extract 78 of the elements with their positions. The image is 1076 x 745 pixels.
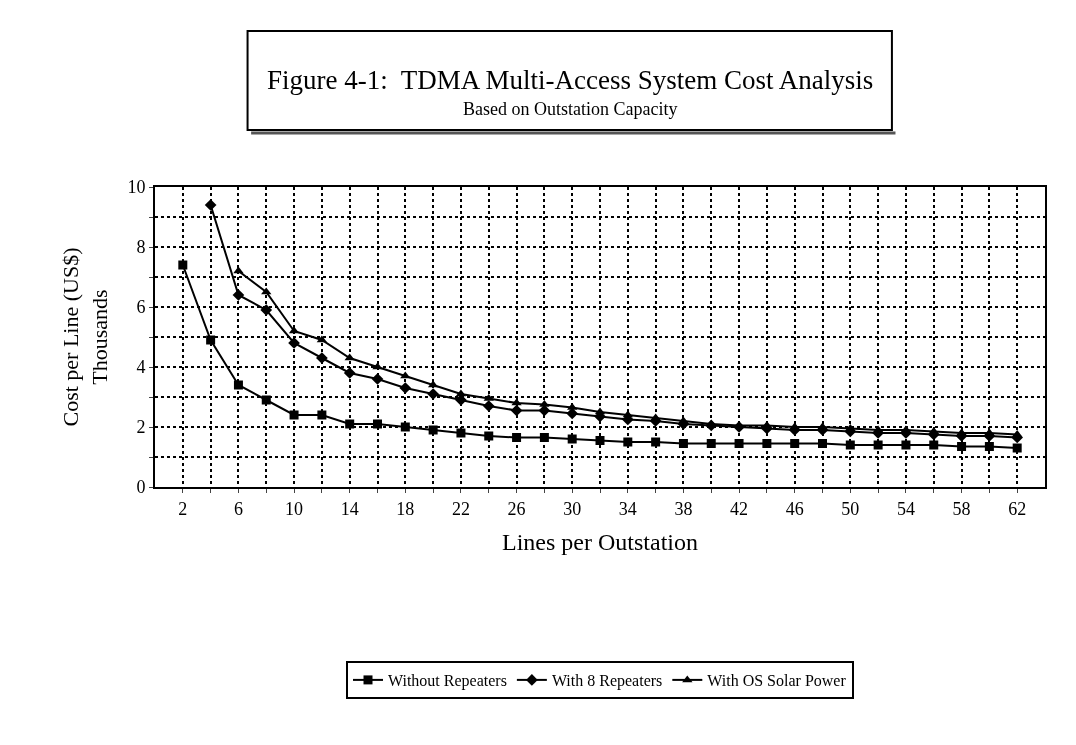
x-tick-label: 6 <box>233 498 243 519</box>
point <box>789 422 800 430</box>
x-tick-label: 34 <box>618 498 637 519</box>
x-tick-label: 46 <box>785 498 804 519</box>
point <box>845 440 855 450</box>
point <box>984 442 994 451</box>
point <box>706 439 716 448</box>
legend-label: With OS Solar Power <box>707 672 847 690</box>
y-tick-label: 0 <box>136 477 146 498</box>
point <box>233 266 244 274</box>
y-tick-label: 8 <box>136 237 146 258</box>
legend-label: With 8 Repeaters <box>551 672 663 691</box>
x-tick-label: 22 <box>451 498 470 519</box>
point <box>371 373 384 385</box>
point <box>400 422 410 432</box>
x-tick-label: 50 <box>841 498 860 519</box>
point <box>678 439 688 448</box>
point <box>678 416 689 424</box>
point <box>260 304 273 316</box>
chart-subtitle: Based on Outstation Capacity <box>463 99 678 119</box>
x-tick-label: 42 <box>730 498 749 519</box>
point <box>734 439 744 448</box>
point <box>373 419 382 429</box>
point <box>818 439 827 448</box>
x-tick-label: 54 <box>896 498 915 519</box>
point <box>399 382 412 394</box>
point <box>289 410 299 420</box>
point <box>204 199 217 211</box>
point <box>539 433 549 442</box>
point <box>428 425 438 435</box>
point <box>261 287 272 295</box>
point <box>456 428 466 438</box>
point <box>510 404 523 417</box>
point <box>232 289 245 301</box>
point <box>345 419 355 429</box>
point <box>1012 443 1022 453</box>
legend-label: Without Repeaters <box>388 672 507 691</box>
x-tick-label: 38 <box>674 498 693 519</box>
point <box>372 362 383 370</box>
point <box>343 367 356 379</box>
point <box>484 431 494 441</box>
point <box>317 410 327 420</box>
point <box>400 371 411 379</box>
point <box>651 437 661 447</box>
point <box>482 400 495 412</box>
y-tick-label: 6 <box>136 297 146 318</box>
y-axis-title: Cost per Line (US$) Thousands <box>58 247 112 427</box>
y-tick-label: 2 <box>136 417 146 438</box>
point <box>873 440 883 450</box>
point <box>567 434 577 444</box>
x-tick-label: 62 <box>1008 498 1027 519</box>
x-tick-label: 18 <box>396 498 415 519</box>
point <box>511 398 522 406</box>
y-tick-label: 4 <box>136 357 146 378</box>
point <box>957 442 967 451</box>
point <box>206 335 216 345</box>
point <box>261 395 271 405</box>
point <box>512 433 522 442</box>
point <box>817 422 828 430</box>
x-tick-label: 2 <box>178 498 188 519</box>
point <box>956 428 967 436</box>
x-tick-label: 30 <box>563 498 582 519</box>
x-axis-title: Lines per Outstation <box>502 529 698 556</box>
point <box>790 439 800 448</box>
chart-title: Figure 4-1: TDMA Multi-Access System Cost Analysis <box>267 65 874 95</box>
point <box>178 260 188 270</box>
point <box>344 353 355 361</box>
point <box>623 437 633 447</box>
point <box>762 439 772 448</box>
y-tick-label: 10 <box>127 177 146 198</box>
point <box>233 380 243 390</box>
point <box>929 440 939 450</box>
point <box>595 436 605 445</box>
x-tick-label: 26 <box>507 498 526 519</box>
x-tick-label: 58 <box>952 498 971 519</box>
point <box>901 440 911 450</box>
x-tick-label: 14 <box>340 498 359 519</box>
x-tick-label: 10 <box>285 498 304 519</box>
